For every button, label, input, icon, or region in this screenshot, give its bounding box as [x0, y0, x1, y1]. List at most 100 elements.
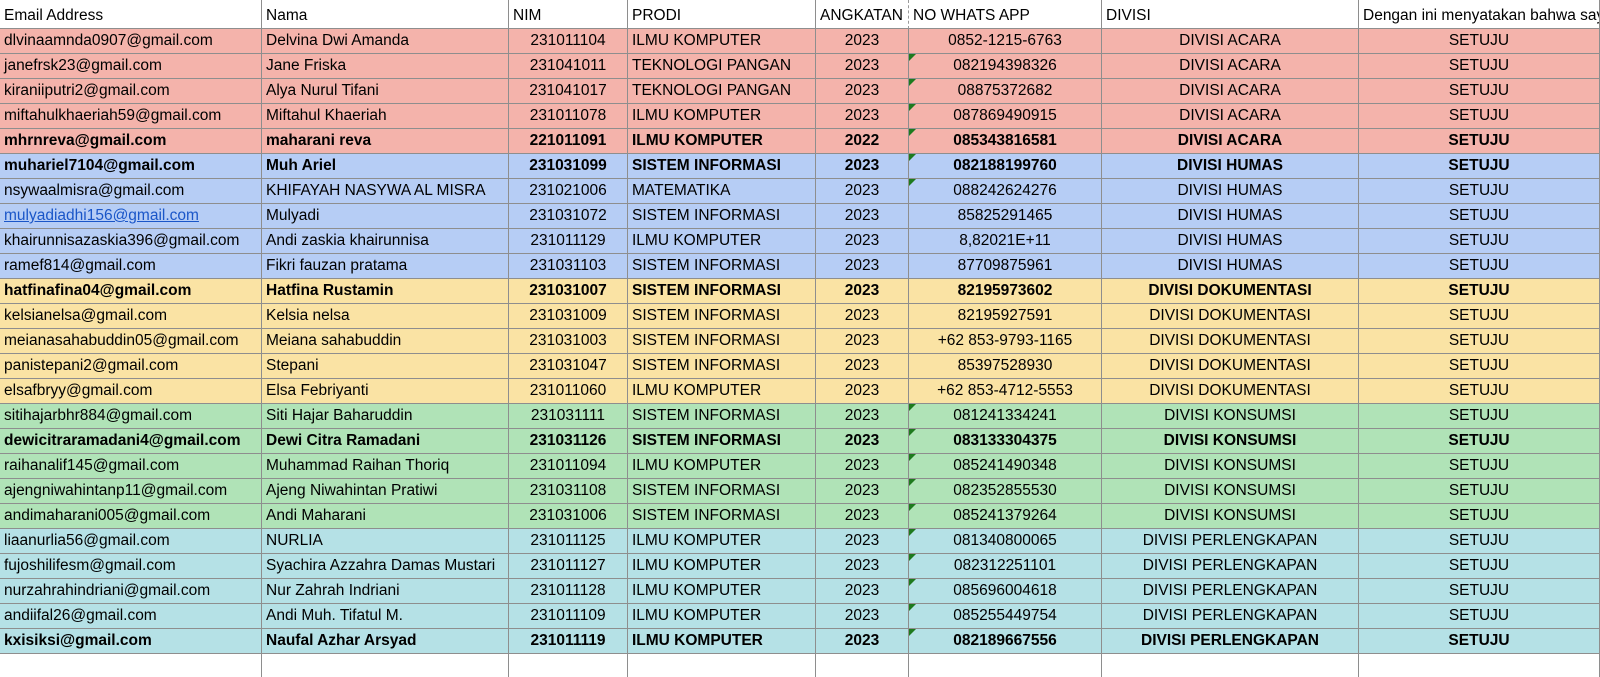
table-row[interactable]: kelsianelsa@gmail.com Kelsia nelsa 2310310… — [0, 304, 1600, 329]
status-cell[interactable]: SETUJU — [1359, 229, 1600, 254]
table-row[interactable]: miftahulkhaeriah59@gmail.com Miftahul Kha… — [0, 104, 1600, 129]
status-cell[interactable]: SETUJU — [1359, 179, 1600, 204]
divisi-cell[interactable]: DIVISI DOKUMENTASI — [1102, 379, 1359, 404]
email-cell[interactable]: fujoshilifesm@gmail.com — [0, 554, 262, 579]
whatsapp-cell[interactable]: 82195973602 — [909, 279, 1102, 304]
whatsapp-cell[interactable]: 82195927591 — [909, 304, 1102, 329]
nama-cell[interactable]: Naufal Azhar Arsyad — [262, 629, 509, 654]
whatsapp-cell[interactable]: 082194398326 — [909, 54, 1102, 79]
divisi-cell[interactable]: DIVISI KONSUMSI — [1102, 454, 1359, 479]
table-row[interactable]: ajengniwahintanp11@gmail.com Ajeng Niwahi… — [0, 479, 1600, 504]
email-cell[interactable]: janefrsk23@gmail.com — [0, 54, 262, 79]
divisi-cell[interactable]: DIVISI ACARA — [1102, 54, 1359, 79]
nim-cell[interactable]: 231031103 — [509, 254, 628, 279]
divisi-cell[interactable]: DIVISI PERLENGKAPAN — [1102, 554, 1359, 579]
status-cell[interactable]: SETUJU — [1359, 504, 1600, 529]
whatsapp-cell[interactable]: 081241334241 — [909, 404, 1102, 429]
nama-cell[interactable]: Miftahul Khaeriah — [262, 104, 509, 129]
status-cell[interactable]: SETUJU — [1359, 204, 1600, 229]
email-cell[interactable]: dewicitraramadani4@gmail.com — [0, 429, 262, 454]
nim-cell[interactable]: 231011125 — [509, 529, 628, 554]
email-cell[interactable]: meianasahabuddin05@gmail.com — [0, 329, 262, 354]
nim-cell[interactable]: 231031006 — [509, 504, 628, 529]
email-link[interactable]: mulyadiadhi156@gmail.com — [4, 207, 199, 224]
prodi-cell[interactable]: SISTEM INFORMASI — [628, 154, 816, 179]
table-row[interactable]: panistepani2@gmail.com Stepani 231031047 SI… — [0, 354, 1600, 379]
nama-cell[interactable]: Andi Muh. Tifatul M. — [262, 604, 509, 629]
nim-cell[interactable]: 221011091 — [509, 129, 628, 154]
prodi-cell[interactable]: ILMU KOMPUTER — [628, 629, 816, 654]
prodi-cell[interactable]: SISTEM INFORMASI — [628, 329, 816, 354]
nama-cell[interactable]: Delvina Dwi Amanda — [262, 29, 509, 54]
prodi-cell[interactable]: ILMU KOMPUTER — [628, 554, 816, 579]
nim-cell[interactable]: 231031007 — [509, 279, 628, 304]
status-cell[interactable]: SETUJU — [1359, 29, 1600, 54]
angkatan-cell[interactable]: 2023 — [816, 254, 909, 279]
email-cell[interactable]: andiifal26@gmail.com — [0, 604, 262, 629]
nama-cell[interactable]: NURLIA — [262, 529, 509, 554]
empty-cell[interactable] — [816, 654, 909, 677]
prodi-cell[interactable]: ILMU KOMPUTER — [628, 104, 816, 129]
angkatan-cell[interactable]: 2023 — [816, 604, 909, 629]
prodi-cell[interactable]: SISTEM INFORMASI — [628, 304, 816, 329]
angkatan-cell[interactable]: 2023 — [816, 429, 909, 454]
status-cell[interactable]: SETUJU — [1359, 529, 1600, 554]
divisi-cell[interactable]: DIVISI HUMAS — [1102, 254, 1359, 279]
nama-cell[interactable]: Mulyadi — [262, 204, 509, 229]
nim-cell[interactable]: 231011127 — [509, 554, 628, 579]
nim-cell[interactable]: 231041011 — [509, 54, 628, 79]
divisi-cell[interactable]: DIVISI ACARA — [1102, 29, 1359, 54]
whatsapp-cell[interactable]: 085255449754 — [909, 604, 1102, 629]
nama-cell[interactable]: Andi zaskia khairunnisa — [262, 229, 509, 254]
nim-cell[interactable]: 231011109 — [509, 604, 628, 629]
email-cell[interactable]: sitihajarbhr884@gmail.com — [0, 404, 262, 429]
table-row[interactable]: andimaharani005@gmail.com Andi Maharani 23… — [0, 504, 1600, 529]
whatsapp-cell[interactable]: 085696004618 — [909, 579, 1102, 604]
status-cell[interactable]: SETUJU — [1359, 54, 1600, 79]
nim-cell[interactable]: 231011128 — [509, 579, 628, 604]
nim-cell[interactable]: 231021006 — [509, 179, 628, 204]
prodi-cell[interactable]: SISTEM INFORMASI — [628, 404, 816, 429]
prodi-cell[interactable]: SISTEM INFORMASI — [628, 504, 816, 529]
nama-cell[interactable]: Jane Friska — [262, 54, 509, 79]
whatsapp-cell[interactable]: +62 853-4712-5553 — [909, 379, 1102, 404]
whatsapp-cell[interactable]: +62 853-9793-1165 — [909, 329, 1102, 354]
nim-cell[interactable]: 231011094 — [509, 454, 628, 479]
email-cell[interactable]: nsywaalmisra@gmail.com — [0, 179, 262, 204]
divisi-cell[interactable]: DIVISI DOKUMENTASI — [1102, 304, 1359, 329]
status-cell[interactable]: SETUJU — [1359, 379, 1600, 404]
divisi-cell[interactable]: DIVISI ACARA — [1102, 129, 1359, 154]
email-cell[interactable]: dlvinaamnda0907@gmail.com — [0, 29, 262, 54]
whatsapp-cell[interactable]: 085241379264 — [909, 504, 1102, 529]
nama-cell[interactable]: Andi Maharani — [262, 504, 509, 529]
nama-cell[interactable]: Stepani — [262, 354, 509, 379]
divisi-cell[interactable]: DIVISI PERLENGKAPAN — [1102, 579, 1359, 604]
email-cell[interactable]: andimaharani005@gmail.com — [0, 504, 262, 529]
angkatan-cell[interactable]: 2023 — [816, 329, 909, 354]
status-cell[interactable]: SETUJU — [1359, 304, 1600, 329]
status-cell[interactable]: SETUJU — [1359, 129, 1600, 154]
whatsapp-cell[interactable]: 082352855530 — [909, 479, 1102, 504]
whatsapp-cell[interactable]: 082312251101 — [909, 554, 1102, 579]
divisi-cell[interactable]: DIVISI HUMAS — [1102, 154, 1359, 179]
angkatan-cell[interactable]: 2023 — [816, 479, 909, 504]
status-cell[interactable]: SETUJU — [1359, 429, 1600, 454]
angkatan-cell[interactable]: 2023 — [816, 379, 909, 404]
email-cell[interactable]: kelsianelsa@gmail.com — [0, 304, 262, 329]
nama-cell[interactable]: Alya Nurul Tifani — [262, 79, 509, 104]
prodi-cell[interactable]: TEKNOLOGI PANGAN — [628, 54, 816, 79]
status-cell[interactable]: SETUJU — [1359, 579, 1600, 604]
angkatan-cell[interactable]: 2023 — [816, 554, 909, 579]
email-cell[interactable]: kxisiksi@gmail.com — [0, 629, 262, 654]
header-divisi[interactable]: DIVISI — [1102, 0, 1359, 29]
divisi-cell[interactable]: DIVISI KONSUMSI — [1102, 504, 1359, 529]
whatsapp-cell[interactable]: 082188199760 — [909, 154, 1102, 179]
table-row[interactable]: sitihajarbhr884@gmail.com Siti Hajar Baha… — [0, 404, 1600, 429]
table-row[interactable]: hatfinafina04@gmail.com Hatfina Rustamin 2… — [0, 279, 1600, 304]
empty-row[interactable] — [0, 654, 1600, 677]
nim-cell[interactable]: 231011060 — [509, 379, 628, 404]
status-cell[interactable]: SETUJU — [1359, 454, 1600, 479]
email-cell[interactable]: muhariel7104@gmail.com — [0, 154, 262, 179]
angkatan-cell[interactable]: 2023 — [816, 104, 909, 129]
prodi-cell[interactable]: TEKNOLOGI PANGAN — [628, 79, 816, 104]
